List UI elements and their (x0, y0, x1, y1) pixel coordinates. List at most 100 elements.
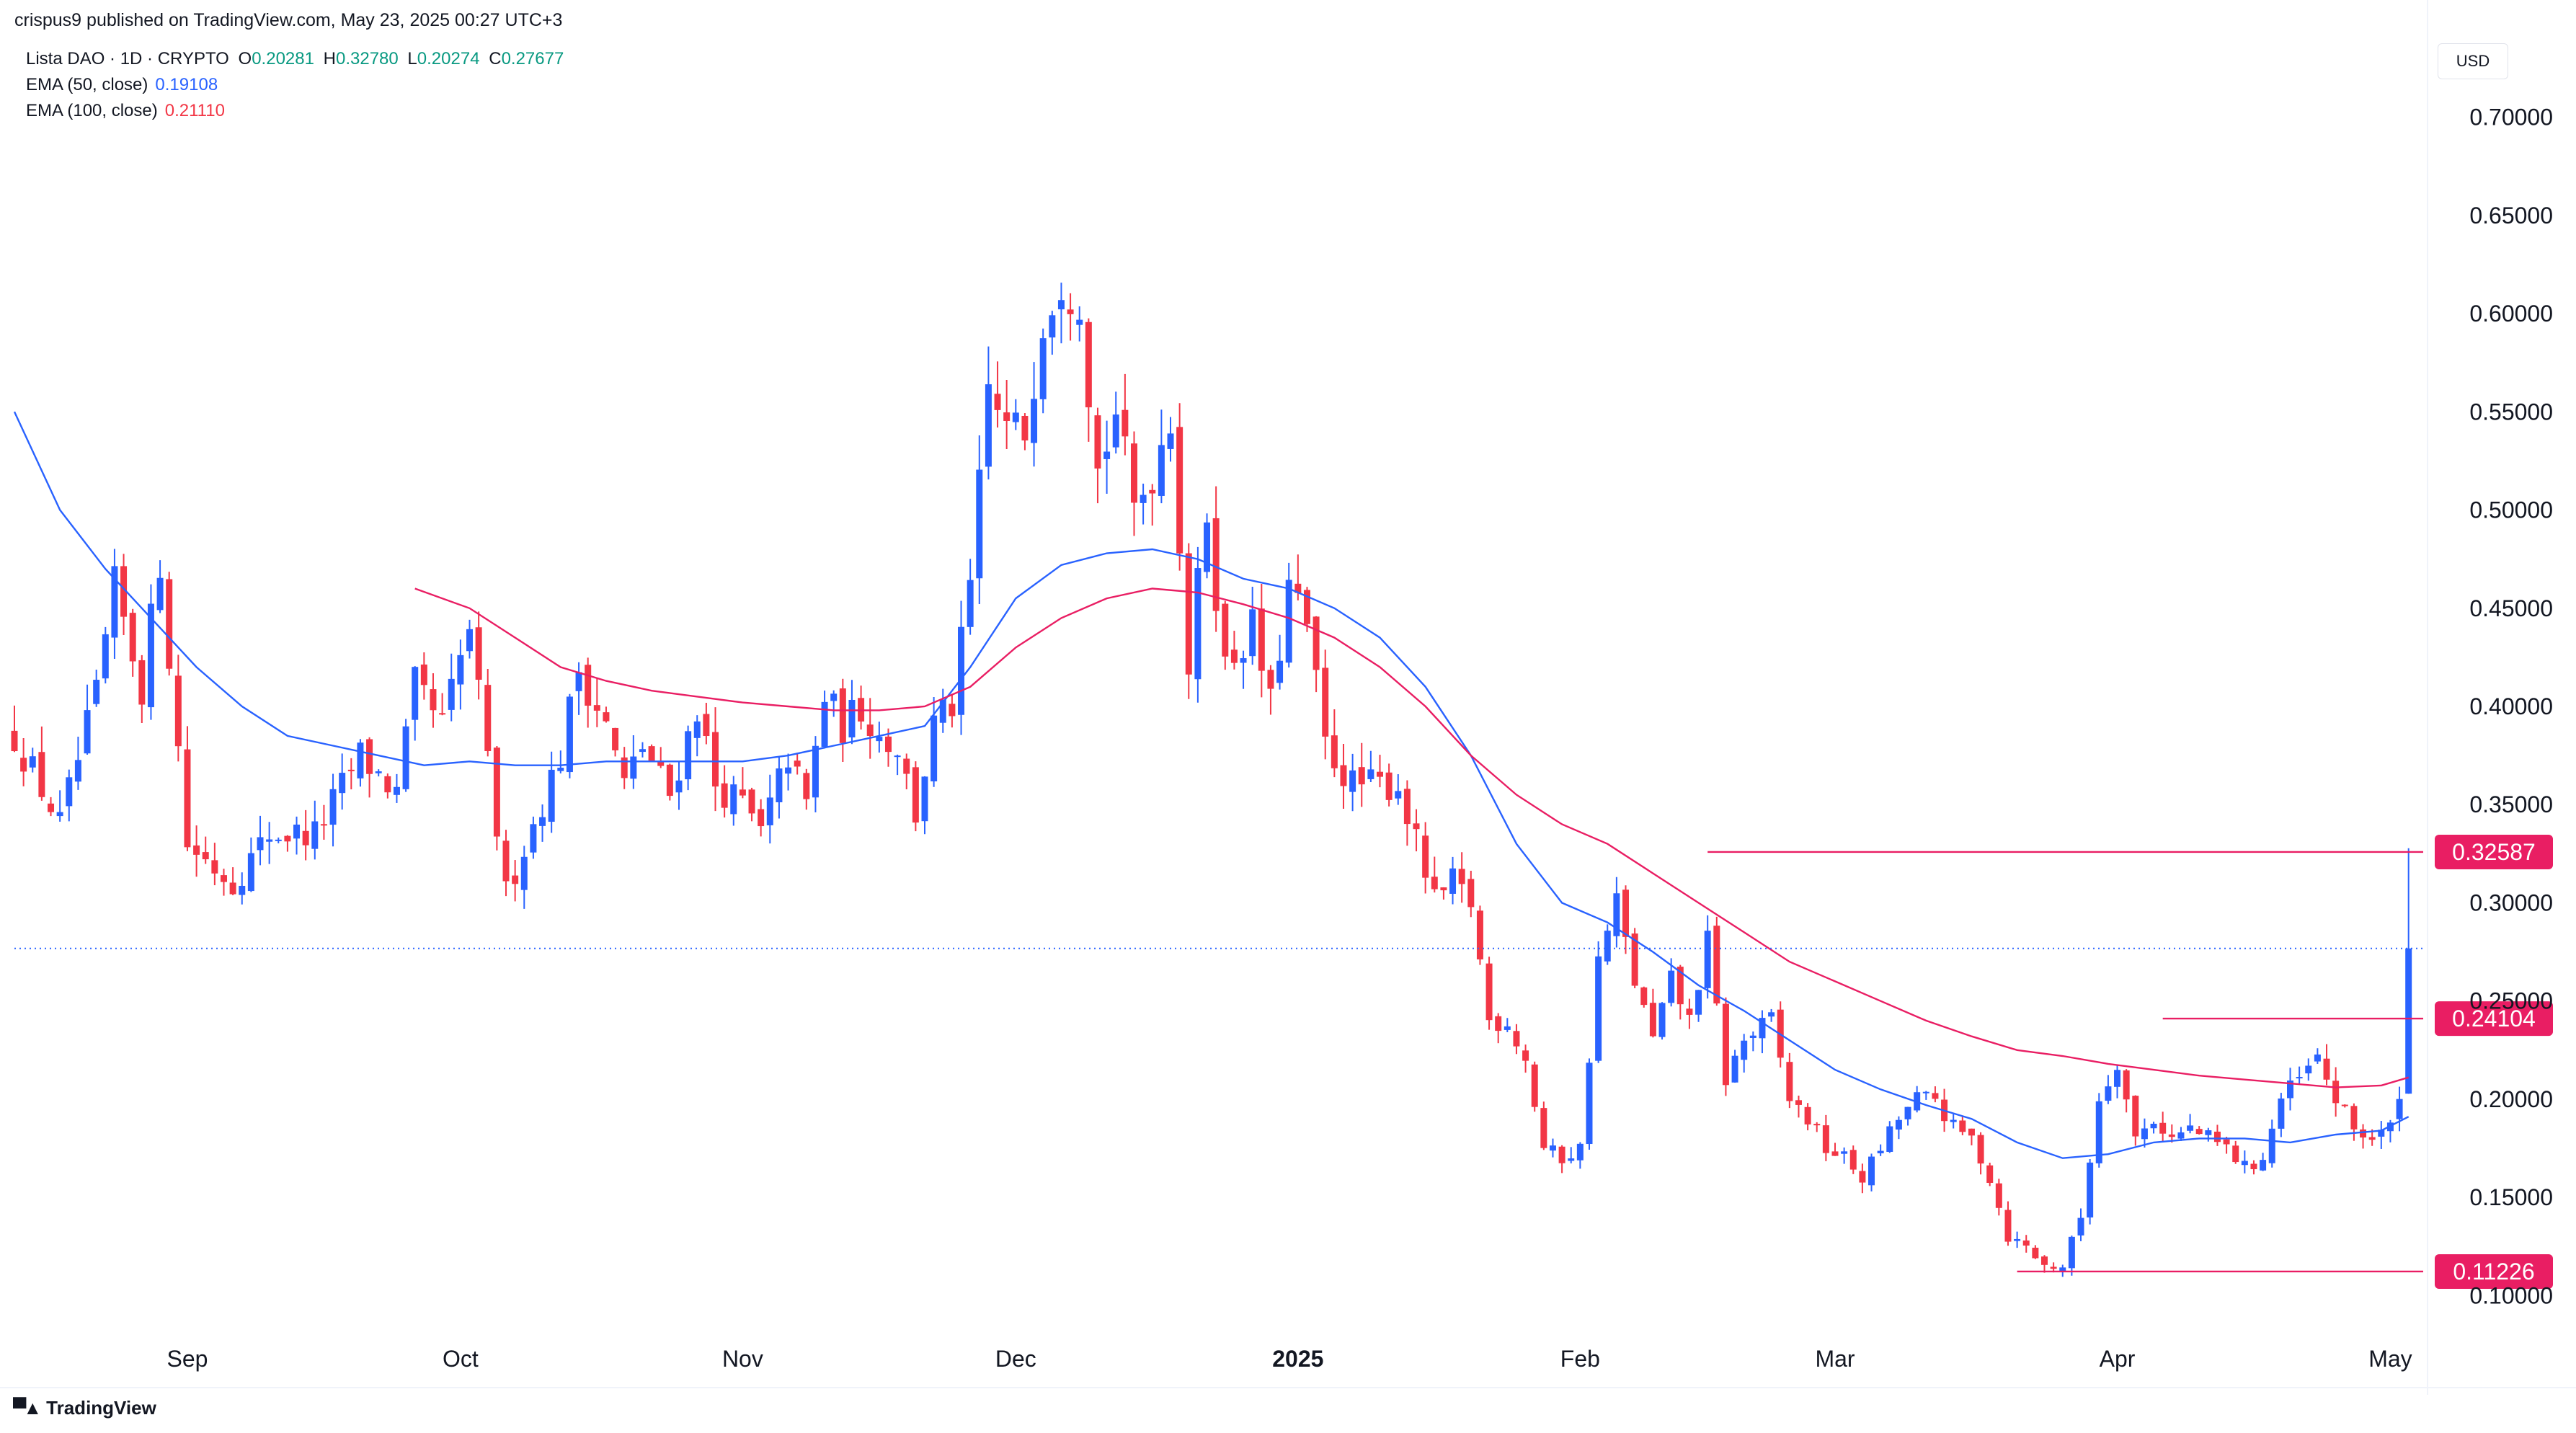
candle-body (758, 809, 765, 827)
candle-body (2087, 1162, 2094, 1217)
candle-body (2296, 1077, 2303, 1079)
candle-body (712, 732, 719, 787)
candle-body (2205, 1130, 2212, 1135)
candle-body (803, 773, 810, 799)
candle-body (339, 773, 346, 794)
candle-body (1568, 1158, 1575, 1161)
price-level-label: 0.11226 (2453, 1259, 2534, 1285)
candle-body (2068, 1236, 2075, 1269)
candle-body (748, 789, 755, 814)
price-level-tag (2435, 1001, 2553, 1037)
chart-legend: Lista DAO · 1D · CRYPTO O0.20281 H0.3278… (26, 46, 564, 124)
candle-body (420, 664, 427, 686)
candle-body (1950, 1119, 1957, 1122)
candle-body (1904, 1106, 1911, 1119)
candle-body (1849, 1150, 1857, 1170)
candle-body (84, 710, 91, 754)
candle-body (675, 780, 683, 793)
x-tick-label: Sep (167, 1346, 208, 1372)
candle-body (111, 566, 118, 638)
candle-body (812, 745, 819, 798)
candle-body (1485, 963, 1493, 1021)
ohlc-low-value: 0.20274 (417, 49, 480, 68)
candle-body (1003, 412, 1011, 421)
candle-body (202, 852, 209, 860)
candle-body (2195, 1129, 2203, 1135)
candle-body (1185, 553, 1192, 675)
candle-body (1130, 443, 1137, 503)
candle-body (302, 830, 309, 846)
candle-body (2368, 1137, 2376, 1140)
candle-body (648, 746, 655, 761)
candle-body (1868, 1156, 1875, 1186)
candle-body (1112, 414, 1119, 448)
candle-body (311, 821, 319, 849)
candle-body (666, 764, 673, 797)
candle-body (1649, 1003, 1656, 1037)
candle-body (174, 675, 182, 747)
candle-body (939, 699, 946, 723)
candle-body (921, 776, 928, 822)
legend-ema100-row[interactable]: EMA (100, close) 0.21110 (26, 98, 564, 124)
candle-body (1322, 667, 1329, 737)
candle-body (1749, 1035, 1756, 1038)
candle-body (931, 715, 938, 781)
candle-body (520, 856, 528, 890)
candle-body (1968, 1128, 1975, 1136)
candle-body (475, 627, 482, 680)
candle-body (275, 839, 282, 841)
candle-body (257, 837, 264, 851)
candles-group (11, 283, 2412, 1277)
candle-body (876, 737, 883, 742)
ema50-value: 0.19108 (155, 75, 218, 94)
price-axis: 0.70000 0.65000 0.60000 0.55000 0.50000 0.450… (2469, 105, 2553, 1309)
candle-body (894, 755, 901, 758)
ema50-line (13, 411, 2410, 1159)
y-tick-label: 0.15000 (2469, 1184, 2553, 1210)
candle-body (1240, 658, 1247, 663)
candle-body (1722, 1003, 1729, 1086)
candle-body (1959, 1120, 1966, 1132)
candle-body (1877, 1150, 1884, 1153)
candle-body (329, 789, 337, 825)
candle-body (1986, 1165, 1994, 1183)
chart-pane (0, 0, 2576, 1395)
candle-body (1458, 869, 1465, 884)
candle-body (949, 704, 956, 716)
candle-body (2032, 1247, 2039, 1259)
candle-body (985, 384, 992, 467)
candle-body (2396, 1099, 2403, 1119)
x-tick-label: Apr (2100, 1346, 2136, 1372)
candle-body (1303, 590, 1310, 624)
candle-body (184, 749, 191, 848)
candle-body (1358, 767, 1365, 785)
candle-body (866, 724, 874, 736)
candle-body (1676, 967, 1684, 1005)
candle-body (1768, 1012, 1775, 1017)
candle-body (74, 760, 81, 782)
candle-body (1504, 1026, 1511, 1030)
candle-body (1149, 489, 1156, 494)
candle-body (1604, 931, 1611, 962)
candle-body (1531, 1064, 1538, 1107)
candle-body (575, 672, 582, 691)
candle-body (1395, 791, 1402, 799)
candle-body (685, 731, 692, 780)
candle-body (1476, 910, 1483, 959)
candle-body (776, 768, 783, 802)
candle-body (566, 696, 573, 773)
candle-body (2077, 1217, 2084, 1235)
candle-body (2150, 1123, 2157, 1129)
currency-button[interactable]: USD (2438, 43, 2508, 79)
x-tick-label: Mar (1815, 1346, 1855, 1372)
candle-body (2040, 1256, 2048, 1265)
candle-body (1422, 835, 1429, 878)
candle-body (502, 840, 510, 882)
legend-ema50-row[interactable]: EMA (50, close) 0.19108 (26, 72, 564, 98)
tradingview-logo[interactable]: ▀▲ TradingView (13, 1397, 156, 1419)
candle-body (48, 803, 55, 812)
symbol-title[interactable]: Lista DAO · 1D · CRYPTO (26, 49, 229, 68)
ema50-label: EMA (50, close) (26, 75, 148, 94)
candle-body (284, 835, 291, 842)
